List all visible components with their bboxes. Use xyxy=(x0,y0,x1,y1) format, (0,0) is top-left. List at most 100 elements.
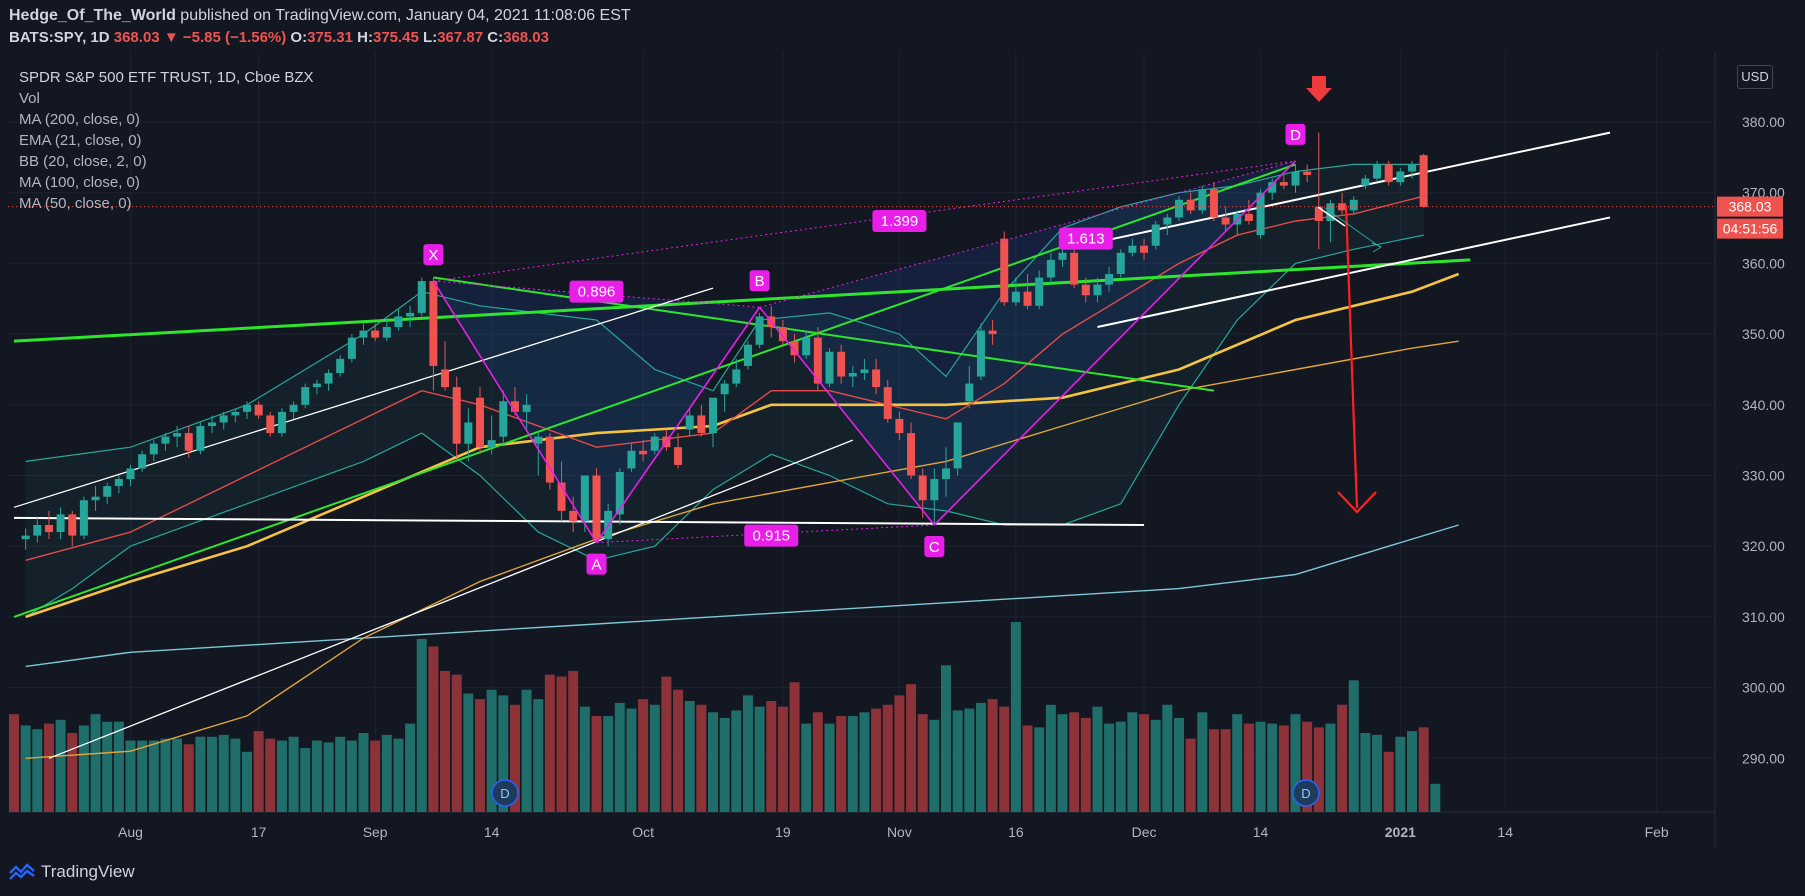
y-tick-label: 290.00 xyxy=(1742,750,1785,766)
low-value: 367.87 xyxy=(437,29,484,46)
volume-bar xyxy=(941,665,951,812)
volume-bar xyxy=(544,674,555,812)
volume-bar xyxy=(1302,721,1313,812)
x-tick-label: 14 xyxy=(484,824,500,840)
y-tick-label: 360.00 xyxy=(1742,255,1785,271)
volume-bar xyxy=(766,701,777,812)
candle-body xyxy=(743,344,752,366)
volume-bar xyxy=(300,748,311,812)
volume-bar xyxy=(370,740,381,812)
legend-item[interactable]: MA (200, close, 0) xyxy=(19,111,140,128)
grid xyxy=(8,52,1716,848)
volume-bar xyxy=(1372,734,1383,812)
candle-body xyxy=(91,496,100,501)
volume-bar xyxy=(801,723,812,812)
brand-label: TradingView xyxy=(41,862,135,881)
volume-bar xyxy=(1022,725,1033,812)
high-label: H: xyxy=(357,29,373,46)
volume-bar xyxy=(789,682,800,812)
candle-body xyxy=(21,535,30,540)
x-tick-label: 19 xyxy=(775,824,791,840)
volume-bar xyxy=(1383,751,1394,812)
x-tick-label: 16 xyxy=(1008,824,1024,840)
candle-body xyxy=(895,418,904,434)
bcd-triangle-fill xyxy=(759,160,1296,525)
candle-body xyxy=(930,479,939,501)
candle-body xyxy=(1000,238,1009,303)
volume-bar xyxy=(673,689,684,812)
white-channel-2 xyxy=(48,439,854,759)
candle-body xyxy=(289,404,298,412)
legend-item[interactable]: MA (100, close, 0) xyxy=(19,174,140,191)
ema21-line xyxy=(25,195,1424,561)
volume-bar xyxy=(1407,731,1417,812)
volume-bar xyxy=(102,721,113,812)
candle-body xyxy=(452,387,461,444)
currency-badge[interactable]: USD xyxy=(1737,65,1773,89)
volume-bar xyxy=(696,704,707,812)
volume-bar xyxy=(742,695,753,812)
legend-item[interactable]: BB (20, close, 2, 0) xyxy=(19,153,147,170)
candle-body xyxy=(1349,199,1358,211)
legend-item[interactable]: Vol xyxy=(19,90,40,107)
dividend-marker-icon xyxy=(1292,779,1320,807)
pattern-leg xyxy=(758,306,935,526)
volume-bar xyxy=(626,708,637,812)
author-name[interactable]: Hedge_Of_The_World xyxy=(9,7,176,24)
small-arrow-head-icon xyxy=(1371,242,1383,253)
candle-body xyxy=(918,475,927,501)
volume-bar xyxy=(160,738,171,812)
candle-body xyxy=(1093,284,1102,296)
volume-bar xyxy=(335,736,346,812)
volume-bar xyxy=(1010,622,1021,812)
pattern-ratio-line xyxy=(596,524,935,544)
legend-item[interactable]: MA (50, close, 0) xyxy=(19,195,132,212)
volume-bar xyxy=(836,716,847,812)
volume-bar xyxy=(684,701,695,812)
candle-body xyxy=(417,281,426,313)
candle-body xyxy=(1058,252,1067,260)
x-tick-label: 14 xyxy=(1253,824,1269,840)
tradingview-brand[interactable]: TradingView xyxy=(9,862,135,882)
volume-bar xyxy=(288,736,299,812)
legend-title[interactable]: SPDR S&P 500 ETF TRUST, 1D, Cboe BZX xyxy=(19,69,314,86)
candle-body xyxy=(1186,199,1195,211)
candle-body xyxy=(569,510,578,522)
candle-body xyxy=(312,383,321,388)
candle-body xyxy=(184,433,193,451)
volume-bar xyxy=(125,740,136,812)
volume-bar xyxy=(172,738,183,812)
candle-body xyxy=(534,436,543,444)
legend-item[interactable]: EMA (21, close, 0) xyxy=(19,132,142,149)
volume-bar xyxy=(1197,712,1208,812)
harmonic-pattern[interactable]: X A B C D 0.896 1.399 0.915 1.613 xyxy=(423,123,1306,575)
candle-body xyxy=(907,433,916,476)
volume-bar xyxy=(509,704,520,812)
candle-body xyxy=(79,500,88,536)
candle-body xyxy=(1396,171,1405,183)
volume-bar xyxy=(1208,729,1219,812)
candle-body xyxy=(277,411,286,434)
volume-bar xyxy=(1115,721,1126,812)
volume-bar xyxy=(1185,738,1196,812)
candle-body xyxy=(173,433,182,437)
candle-body xyxy=(208,422,217,427)
pattern-leg xyxy=(595,306,761,544)
volume-bar xyxy=(1325,723,1336,812)
candle-body xyxy=(778,327,787,342)
candle-body xyxy=(1244,213,1253,221)
volume-bar xyxy=(649,704,660,812)
candle-body xyxy=(732,369,741,384)
candle-body xyxy=(1303,171,1312,176)
published-text: published on TradingView.com, January 04… xyxy=(180,7,631,24)
candle-body xyxy=(1035,277,1044,306)
green-descending-line xyxy=(433,276,1215,392)
volume-bar xyxy=(381,734,392,812)
candle-body xyxy=(1221,217,1230,225)
candle-body xyxy=(382,327,391,338)
volume-bar xyxy=(556,676,567,812)
x-tick-label: 14 xyxy=(1497,824,1513,840)
volume-bar xyxy=(148,740,159,812)
